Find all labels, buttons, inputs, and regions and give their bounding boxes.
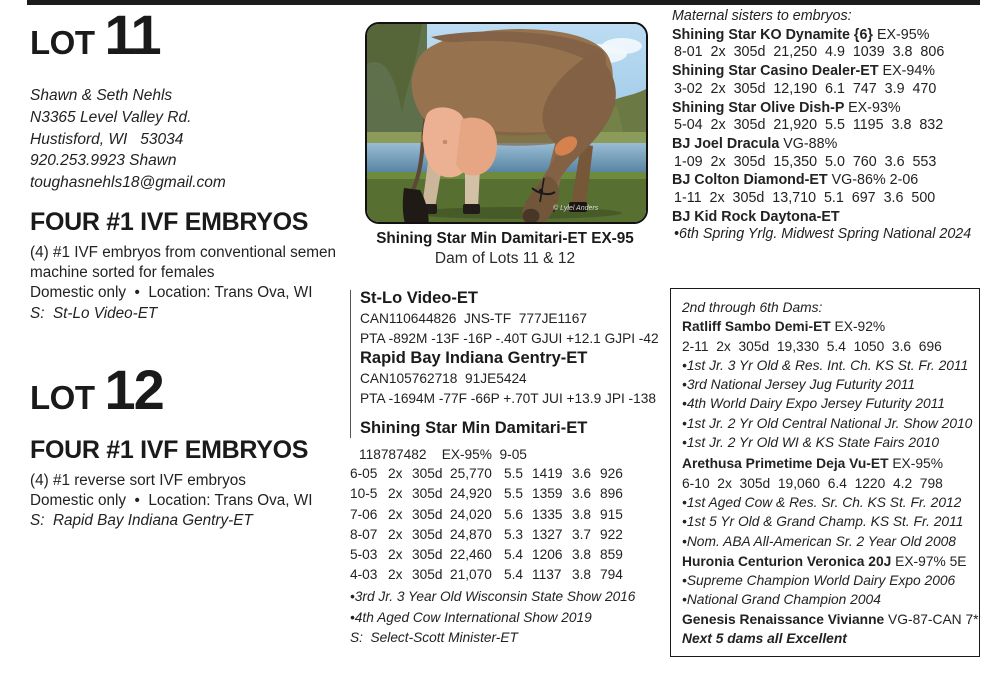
svg-text:© Lylel Anders: © Lylel Anders bbox=[553, 204, 599, 212]
